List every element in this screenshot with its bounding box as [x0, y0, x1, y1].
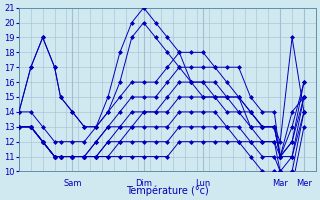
Text: Lun: Lun: [196, 179, 211, 188]
Text: Sam: Sam: [63, 179, 82, 188]
Text: Dim: Dim: [135, 179, 152, 188]
Text: Mer: Mer: [296, 179, 312, 188]
X-axis label: Température (°c): Température (°c): [126, 185, 209, 196]
Text: Mar: Mar: [272, 179, 288, 188]
